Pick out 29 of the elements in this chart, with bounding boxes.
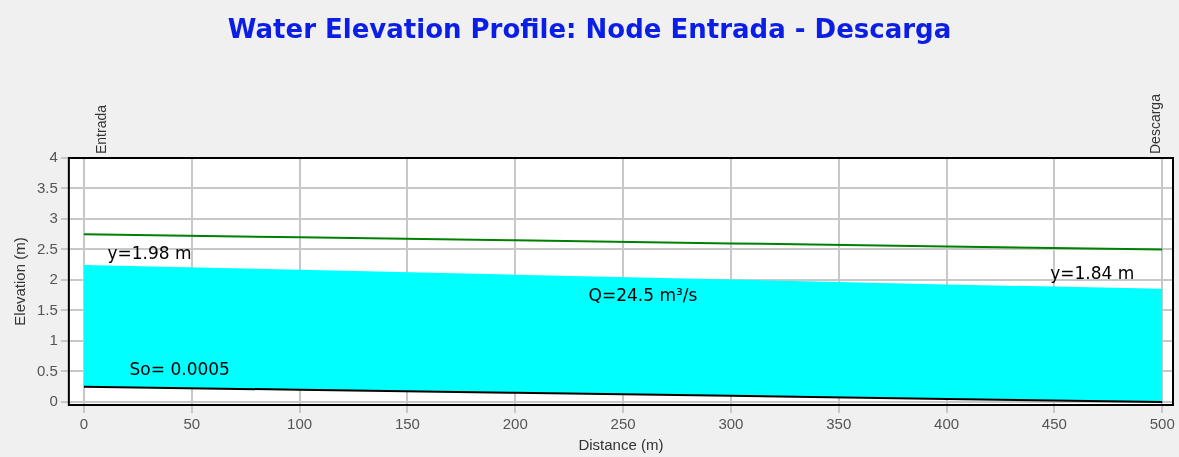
x-tick-label: 50 — [183, 415, 201, 433]
y-axis-title: Elevation (m) — [11, 237, 29, 326]
x-tick-label: 350 — [826, 415, 852, 433]
chart-title: Water Elevation Profile: Node Entrada - Descarga — [226, 14, 953, 44]
x-tick-label: 500 — [1149, 415, 1175, 433]
x-tick-label: 450 — [1041, 415, 1067, 433]
y-tick-label: 2 — [49, 270, 58, 288]
annotation: y=1.84 m — [1050, 262, 1135, 283]
y-tick-label: 4 — [49, 148, 58, 166]
x-tick-label: 100 — [287, 415, 313, 433]
x-tick-label: 150 — [394, 415, 420, 433]
y-tick-label: 3.5 — [36, 178, 58, 196]
y-tick-label: 0 — [49, 392, 58, 410]
annotation: So= 0.0005 — [129, 358, 230, 379]
annotation: Q=24.5 m³/s — [588, 284, 698, 305]
text: Entrada — [92, 104, 109, 154]
x-tick-label: 300 — [718, 415, 744, 433]
y-tick-label: 1 — [49, 331, 58, 349]
x-tick-label: 200 — [502, 415, 528, 433]
x-tick-label: 250 — [610, 415, 636, 433]
x-axis-title: Distance (m) — [578, 436, 664, 454]
y-tick-label: 2.5 — [36, 239, 58, 257]
x-tick-label: 400 — [934, 415, 960, 433]
y-tick-label: 1.5 — [36, 300, 58, 318]
y-tick-label: 3 — [49, 209, 58, 227]
text: Descarga — [1147, 93, 1164, 154]
y-tick-label: 0.5 — [36, 361, 58, 379]
annotation: y=1.98 m — [107, 242, 192, 263]
x-tick-label: 0 — [79, 415, 89, 433]
